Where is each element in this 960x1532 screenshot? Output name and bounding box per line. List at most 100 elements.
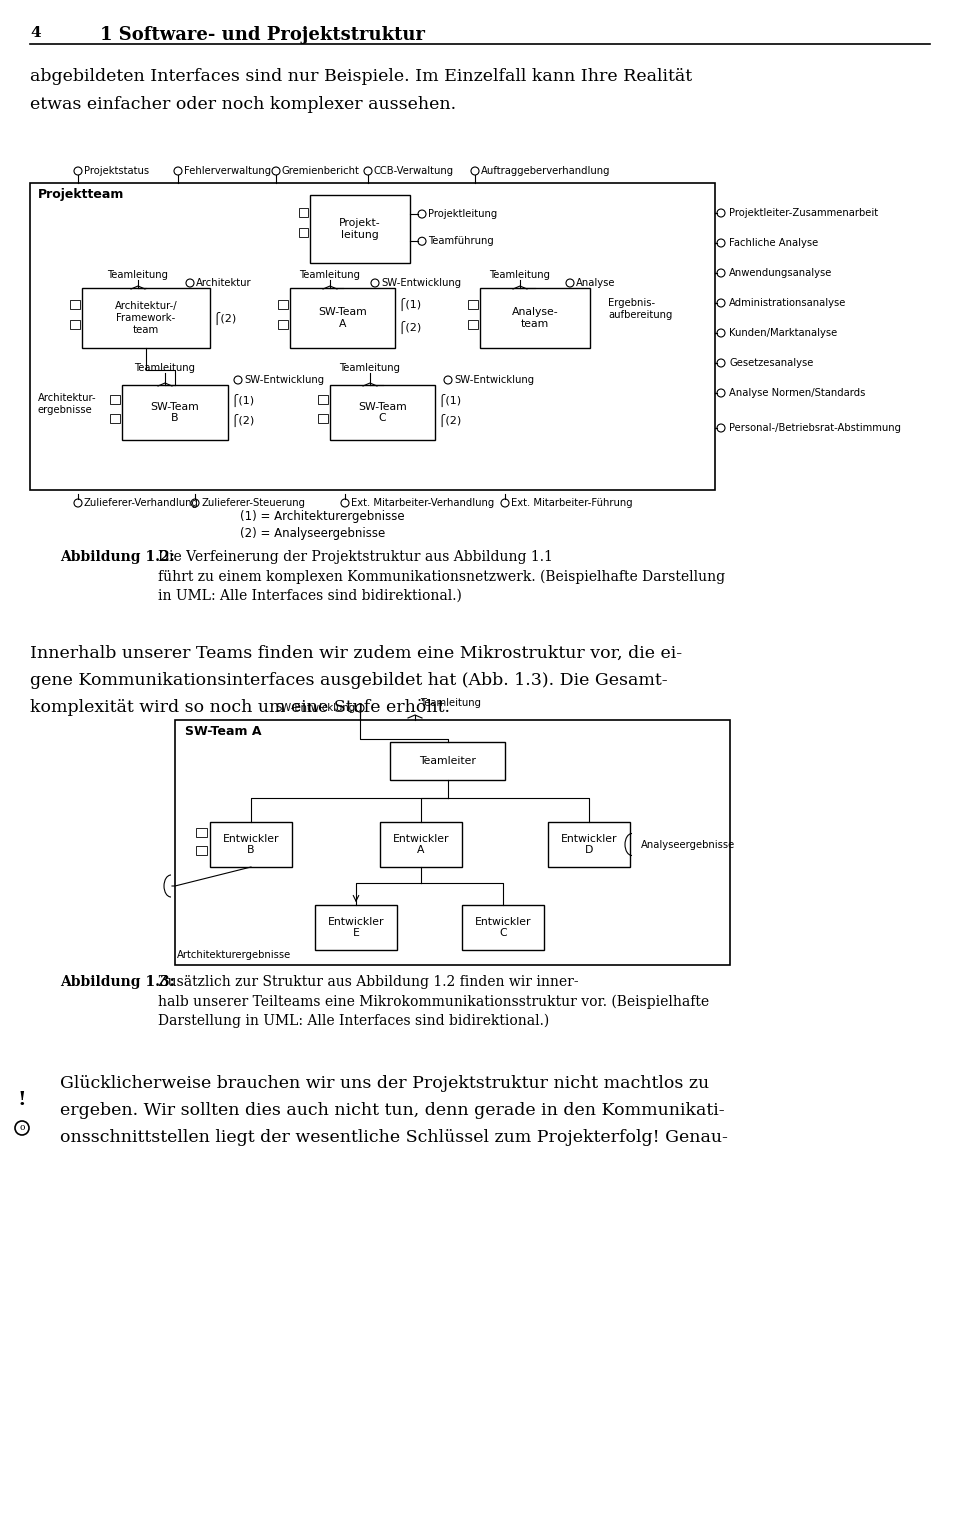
- Bar: [175, 720, 730, 965]
- Text: SW-Entwicklung: SW-Entwicklung: [275, 703, 355, 712]
- Bar: [196, 846, 207, 855]
- Text: Analyse: Analyse: [576, 277, 615, 288]
- Text: etwas einfacher oder noch komplexer aussehen.: etwas einfacher oder noch komplexer auss…: [30, 97, 456, 113]
- Text: Die Verfeinerung der Projektstruktur aus Abbildung 1.1
führt zu einem komplexen : Die Verfeinerung der Projektstruktur aus…: [158, 550, 725, 602]
- Bar: [480, 288, 590, 348]
- Bar: [318, 414, 328, 423]
- Text: Ext. Mitarbeiter-Führung: Ext. Mitarbeiter-Führung: [511, 498, 633, 509]
- Text: Auftraggeberverhandlung: Auftraggeberverhandlung: [481, 165, 611, 176]
- Text: Anwendungsanalyse: Anwendungsanalyse: [729, 268, 832, 277]
- Text: Entwickler
C: Entwickler C: [475, 916, 531, 938]
- Text: Entwickler
E: Entwickler E: [327, 916, 384, 938]
- Bar: [278, 320, 288, 329]
- Text: Teamleitung: Teamleitung: [340, 363, 400, 372]
- Bar: [70, 300, 80, 309]
- Text: komplexität wird so noch um eine Stufe erhöht.: komplexität wird so noch um eine Stufe e…: [30, 699, 450, 715]
- Bar: [330, 385, 435, 440]
- Text: ⎧(2): ⎧(2): [397, 320, 421, 334]
- Text: Glücklicherweise brauchen wir uns der Projektstruktur nicht machtlos zu: Glücklicherweise brauchen wir uns der Pr…: [60, 1075, 709, 1092]
- Text: Projektstatus: Projektstatus: [84, 165, 149, 176]
- Text: 1 Software- und Projektstruktur: 1 Software- und Projektstruktur: [100, 26, 425, 44]
- Text: ⎧(1): ⎧(1): [437, 394, 461, 408]
- Text: Architektur-/
Framework-
team: Architektur-/ Framework- team: [114, 302, 178, 334]
- Text: Fachliche Analyse: Fachliche Analyse: [729, 237, 818, 248]
- Text: Analyse Normen/Standards: Analyse Normen/Standards: [729, 388, 865, 398]
- Text: Gesetzesanalyse: Gesetzesanalyse: [729, 358, 813, 368]
- Text: (1) = Architekturergebnisse: (1) = Architekturergebnisse: [240, 510, 404, 522]
- Text: ⎧(2): ⎧(2): [230, 414, 254, 427]
- Text: Zusätzlich zur Struktur aus Abbildung 1.2 finden wir inner-
halb unserer Teiltea: Zusätzlich zur Struktur aus Abbildung 1.…: [158, 974, 709, 1028]
- Bar: [462, 905, 544, 950]
- Bar: [315, 905, 397, 950]
- Text: CCB-Verwaltung: CCB-Verwaltung: [374, 165, 454, 176]
- Text: Kunden/Marktanalyse: Kunden/Marktanalyse: [729, 328, 837, 339]
- Text: ⎧(1): ⎧(1): [397, 299, 421, 311]
- Text: ⎧(2): ⎧(2): [437, 414, 461, 427]
- Text: SW-Team
A: SW-Team A: [318, 308, 367, 329]
- Text: Entwickler
B: Entwickler B: [223, 833, 279, 855]
- Bar: [380, 823, 462, 867]
- Text: SW-Team
B: SW-Team B: [151, 401, 200, 423]
- Bar: [468, 320, 478, 329]
- Text: ⎧(1): ⎧(1): [230, 394, 254, 408]
- Text: SW-Team A: SW-Team A: [185, 725, 261, 738]
- Text: Entwickler
D: Entwickler D: [561, 833, 617, 855]
- Text: Analyseergebnisse: Analyseergebnisse: [641, 840, 735, 850]
- Text: Artchitekturergebnisse: Artchitekturergebnisse: [177, 950, 291, 961]
- Text: Architektur-
ergebnisse: Architektur- ergebnisse: [38, 394, 97, 415]
- Bar: [548, 823, 630, 867]
- Text: Personal-/Betriebsrat-Abstimmung: Personal-/Betriebsrat-Abstimmung: [729, 423, 901, 434]
- Text: gene Kommunikationsinterfaces ausgebildet hat (Abb. 1.3). Die Gesamt-: gene Kommunikationsinterfaces ausgebilde…: [30, 673, 667, 689]
- Bar: [299, 208, 308, 218]
- Bar: [210, 823, 292, 867]
- Text: Innerhalb unserer Teams finden wir zudem eine Mikrostruktur vor, die ei-: Innerhalb unserer Teams finden wir zudem…: [30, 645, 683, 662]
- Text: onsschnittstellen liegt der wesentliche Schlüssel zum Projekterfolg! Genau-: onsschnittstellen liegt der wesentliche …: [60, 1129, 728, 1146]
- Text: Gremienbericht: Gremienbericht: [282, 165, 360, 176]
- Text: Teamleitung: Teamleitung: [300, 270, 361, 280]
- Text: Architektur: Architektur: [196, 277, 252, 288]
- Text: Ergebnis-
aufbereitung: Ergebnis- aufbereitung: [608, 299, 672, 320]
- Text: ⎧(2): ⎧(2): [212, 311, 236, 325]
- Text: Teamleitung: Teamleitung: [420, 699, 481, 708]
- Text: Projektleitung: Projektleitung: [428, 208, 497, 219]
- Text: Teamleitung: Teamleitung: [490, 270, 550, 280]
- Text: SW-Team
C: SW-Team C: [358, 401, 407, 423]
- Text: Administrationsanalyse: Administrationsanalyse: [729, 299, 847, 308]
- Text: Projektteam: Projektteam: [38, 188, 125, 201]
- Bar: [278, 300, 288, 309]
- Bar: [310, 195, 410, 264]
- Bar: [468, 300, 478, 309]
- Text: Teamleitung: Teamleitung: [134, 363, 196, 372]
- Text: Projektleiter-Zusammenarbeit: Projektleiter-Zusammenarbeit: [729, 208, 878, 218]
- Text: !: !: [17, 1091, 26, 1109]
- Text: SW-Entwicklung: SW-Entwicklung: [244, 375, 324, 385]
- Text: 4: 4: [30, 26, 40, 40]
- Text: Entwickler
A: Entwickler A: [393, 833, 449, 855]
- Text: ergeben. Wir sollten dies auch nicht tun, denn gerade in den Kommunikati-: ergeben. Wir sollten dies auch nicht tun…: [60, 1102, 725, 1118]
- Bar: [196, 829, 207, 838]
- Text: (2) = Analyseergebnisse: (2) = Analyseergebnisse: [240, 527, 385, 539]
- Text: Abbildung 1.3:: Abbildung 1.3:: [60, 974, 175, 990]
- Text: Fehlerverwaltung: Fehlerverwaltung: [184, 165, 271, 176]
- Text: Teamleitung: Teamleitung: [108, 270, 169, 280]
- Bar: [30, 182, 715, 490]
- Text: Teamleiter: Teamleiter: [420, 755, 476, 766]
- Text: abgebildeten Interfaces sind nur Beispiele. Im Einzelfall kann Ihre Realität: abgebildeten Interfaces sind nur Beispie…: [30, 67, 692, 84]
- Text: Projekt-
leitung: Projekt- leitung: [339, 218, 381, 241]
- Bar: [70, 320, 80, 329]
- Text: Abbildung 1.2:: Abbildung 1.2:: [60, 550, 175, 564]
- Text: Teamführung: Teamführung: [428, 236, 493, 247]
- Bar: [82, 288, 210, 348]
- Text: o: o: [19, 1123, 25, 1132]
- Bar: [290, 288, 395, 348]
- Text: Ext. Mitarbeiter-Verhandlung: Ext. Mitarbeiter-Verhandlung: [351, 498, 494, 509]
- Text: Analyse-
team: Analyse- team: [512, 308, 559, 329]
- Bar: [318, 395, 328, 404]
- Text: Zulieferer-Steuerung: Zulieferer-Steuerung: [201, 498, 305, 509]
- Bar: [110, 414, 120, 423]
- Bar: [299, 228, 308, 237]
- Text: SW-Entwicklung: SW-Entwicklung: [454, 375, 534, 385]
- Text: SW-Entwicklung: SW-Entwicklung: [381, 277, 461, 288]
- Bar: [390, 741, 505, 780]
- Bar: [122, 385, 228, 440]
